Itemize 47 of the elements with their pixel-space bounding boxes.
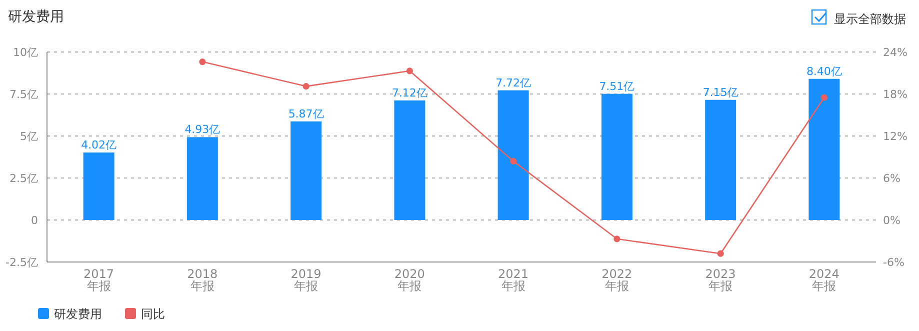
x-tick-label: 2017 年报 bbox=[84, 267, 114, 293]
data-label: 8.40亿 bbox=[806, 64, 842, 78]
bar bbox=[83, 152, 114, 220]
data-label: 5.87亿 bbox=[288, 107, 324, 120]
y2-tick-label: 6% bbox=[883, 172, 900, 185]
text: 显示全部数据 bbox=[834, 12, 906, 26]
x-tick-label: 2020 年报 bbox=[394, 267, 425, 293]
x-tick-label: 2019 年报 bbox=[290, 267, 322, 293]
x-tick-label: 2024 年报 bbox=[808, 267, 840, 293]
point bbox=[406, 68, 413, 74]
y-tick-label: 0 bbox=[31, 214, 38, 227]
y-tick-label: 10亿 bbox=[13, 46, 38, 59]
legend-label: 同比 bbox=[141, 307, 165, 321]
y-tick-label: 5亿 bbox=[20, 130, 38, 143]
point bbox=[614, 236, 620, 242]
data-label: 4.93亿 bbox=[184, 123, 220, 136]
x-tick-label: 2018 年报 bbox=[187, 267, 218, 293]
point bbox=[302, 83, 310, 90]
bar bbox=[290, 121, 322, 220]
y2-tick-label: 0% bbox=[883, 214, 900, 227]
y-tick-label: 7.5亿 bbox=[10, 88, 38, 101]
y2-tick-label: 12% bbox=[883, 130, 908, 143]
data-label: 4.02亿 bbox=[81, 138, 117, 152]
bar bbox=[705, 100, 736, 220]
chart-title: 研发费用 bbox=[8, 9, 64, 25]
bar bbox=[394, 100, 426, 220]
point bbox=[820, 94, 828, 101]
data-label: 7.51亿 bbox=[599, 80, 635, 93]
y-tick-label: -2.5亿 bbox=[6, 256, 38, 269]
bar bbox=[498, 90, 529, 220]
x-tick-label: 2022 年报 bbox=[602, 267, 632, 293]
bar bbox=[601, 94, 632, 220]
x-tick-label: 2021 年报 bbox=[498, 267, 529, 293]
x-tick-label: 2023 年报 bbox=[705, 267, 736, 293]
point bbox=[510, 158, 517, 164]
data-label: 7.12亿 bbox=[392, 86, 428, 100]
data-label: 7.15亿 bbox=[702, 86, 738, 99]
point bbox=[199, 58, 206, 66]
y2-tick-label: 24% bbox=[883, 46, 908, 59]
bar bbox=[186, 137, 218, 220]
bar bbox=[808, 78, 840, 220]
y2-tick-label: 18% bbox=[883, 88, 908, 101]
point bbox=[717, 250, 724, 257]
data-label: 7.72亿 bbox=[496, 76, 532, 90]
y2-tick-label: -6% bbox=[883, 256, 904, 269]
y-tick-label: 2.5亿 bbox=[10, 172, 38, 185]
legend-label: 研发费用 bbox=[54, 307, 102, 321]
